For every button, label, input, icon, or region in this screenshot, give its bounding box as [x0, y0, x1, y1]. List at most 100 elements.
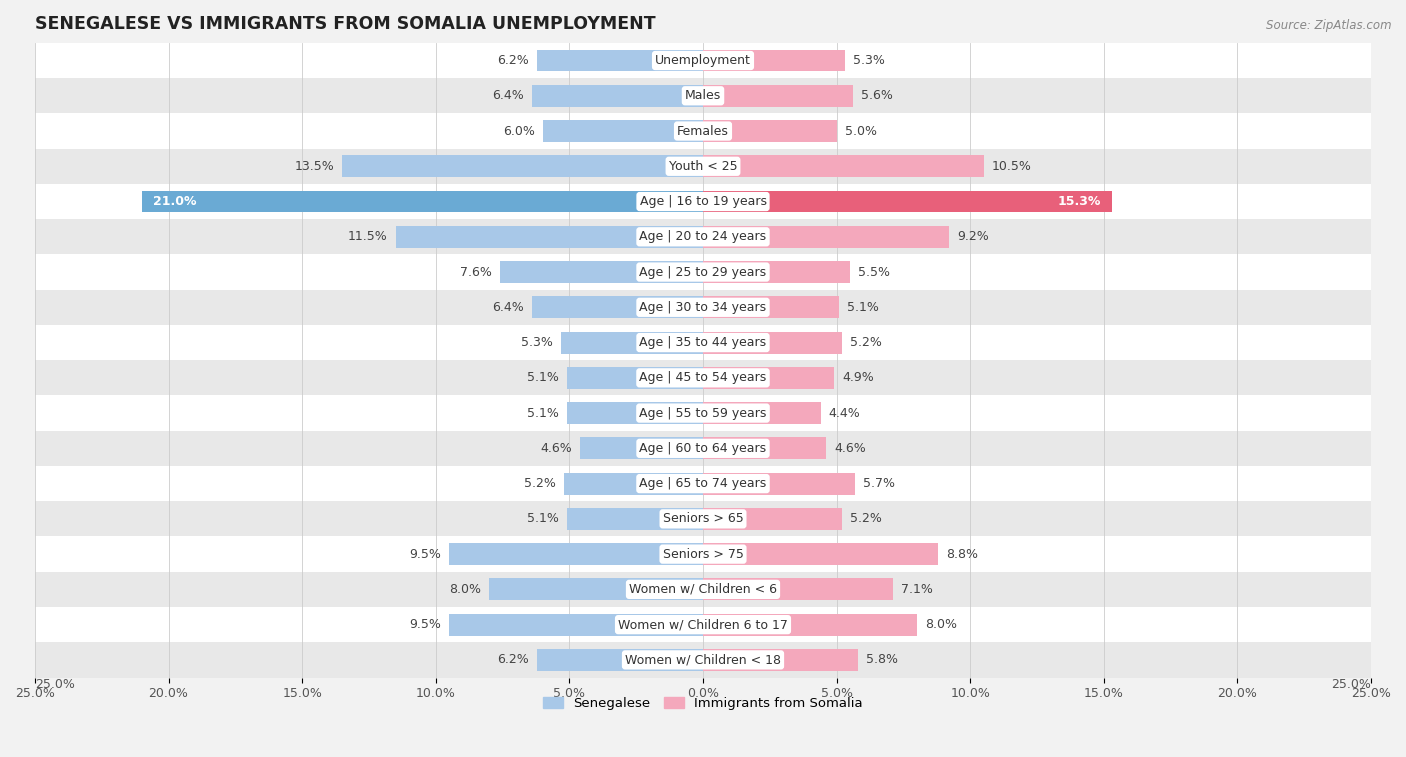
Bar: [703, 50, 845, 71]
Text: Seniors > 65: Seniors > 65: [662, 512, 744, 525]
Text: 5.1%: 5.1%: [527, 407, 558, 419]
Text: 25.0%: 25.0%: [1331, 678, 1371, 690]
Bar: [703, 191, 1112, 213]
Bar: [703, 472, 855, 494]
Text: 5.2%: 5.2%: [524, 477, 555, 490]
Bar: [35, 325, 1371, 360]
Text: 6.4%: 6.4%: [492, 89, 524, 102]
Text: 5.5%: 5.5%: [858, 266, 890, 279]
Text: Seniors > 75: Seniors > 75: [662, 547, 744, 561]
Bar: [703, 402, 821, 424]
Bar: [35, 78, 1371, 114]
Text: Females: Females: [678, 125, 728, 138]
Text: 4.9%: 4.9%: [842, 372, 873, 385]
Text: SENEGALESE VS IMMIGRANTS FROM SOMALIA UNEMPLOYMENT: SENEGALESE VS IMMIGRANTS FROM SOMALIA UN…: [35, 15, 655, 33]
Text: 5.8%: 5.8%: [866, 653, 898, 666]
Text: 11.5%: 11.5%: [347, 230, 388, 243]
Text: 7.6%: 7.6%: [460, 266, 492, 279]
Text: 8.0%: 8.0%: [449, 583, 481, 596]
Text: Age | 20 to 24 years: Age | 20 to 24 years: [640, 230, 766, 243]
Bar: [142, 191, 703, 213]
Bar: [531, 297, 703, 318]
Text: Age | 65 to 74 years: Age | 65 to 74 years: [640, 477, 766, 490]
Text: 5.1%: 5.1%: [527, 512, 558, 525]
Text: 13.5%: 13.5%: [294, 160, 335, 173]
Text: 6.2%: 6.2%: [498, 653, 529, 666]
Bar: [564, 472, 703, 494]
Bar: [35, 501, 1371, 537]
Text: Age | 16 to 19 years: Age | 16 to 19 years: [640, 195, 766, 208]
Bar: [35, 642, 1371, 678]
Bar: [703, 438, 825, 459]
Bar: [703, 508, 842, 530]
Text: Unemployment: Unemployment: [655, 54, 751, 67]
Text: 5.2%: 5.2%: [851, 336, 882, 349]
Bar: [703, 578, 893, 600]
Text: Age | 60 to 64 years: Age | 60 to 64 years: [640, 442, 766, 455]
Text: 10.5%: 10.5%: [991, 160, 1032, 173]
Text: 25.0%: 25.0%: [35, 678, 75, 690]
Bar: [703, 120, 837, 142]
Text: 5.3%: 5.3%: [852, 54, 884, 67]
Bar: [35, 395, 1371, 431]
Bar: [537, 50, 703, 71]
Bar: [35, 43, 1371, 78]
Bar: [531, 85, 703, 107]
Bar: [35, 572, 1371, 607]
Bar: [35, 184, 1371, 220]
Text: Age | 35 to 44 years: Age | 35 to 44 years: [640, 336, 766, 349]
Bar: [35, 607, 1371, 642]
Text: Males: Males: [685, 89, 721, 102]
Bar: [703, 332, 842, 354]
Bar: [567, 508, 703, 530]
Text: 6.2%: 6.2%: [498, 54, 529, 67]
Legend: Senegalese, Immigrants from Somalia: Senegalese, Immigrants from Somalia: [538, 691, 868, 715]
Text: 9.2%: 9.2%: [957, 230, 988, 243]
Bar: [449, 614, 703, 636]
Bar: [501, 261, 703, 283]
Bar: [35, 290, 1371, 325]
Bar: [703, 367, 834, 389]
Text: Source: ZipAtlas.com: Source: ZipAtlas.com: [1267, 19, 1392, 32]
Bar: [449, 544, 703, 565]
Bar: [35, 148, 1371, 184]
Bar: [35, 360, 1371, 395]
Bar: [703, 85, 852, 107]
Text: Women w/ Children < 6: Women w/ Children < 6: [628, 583, 778, 596]
Bar: [35, 114, 1371, 148]
Text: 15.3%: 15.3%: [1057, 195, 1101, 208]
Text: 8.8%: 8.8%: [946, 547, 979, 561]
Bar: [543, 120, 703, 142]
Text: 4.6%: 4.6%: [834, 442, 866, 455]
Text: 21.0%: 21.0%: [152, 195, 195, 208]
Text: 4.4%: 4.4%: [828, 407, 860, 419]
Bar: [703, 226, 949, 248]
Bar: [395, 226, 703, 248]
Bar: [581, 438, 703, 459]
Text: Women w/ Children 6 to 17: Women w/ Children 6 to 17: [619, 618, 787, 631]
Bar: [342, 155, 703, 177]
Bar: [703, 261, 851, 283]
Text: 8.0%: 8.0%: [925, 618, 957, 631]
Text: 5.2%: 5.2%: [851, 512, 882, 525]
Bar: [35, 431, 1371, 466]
Bar: [703, 544, 938, 565]
Text: 5.1%: 5.1%: [848, 301, 879, 314]
Bar: [561, 332, 703, 354]
Bar: [537, 649, 703, 671]
Text: 4.6%: 4.6%: [540, 442, 572, 455]
Bar: [703, 614, 917, 636]
Text: 5.1%: 5.1%: [527, 372, 558, 385]
Text: Age | 30 to 34 years: Age | 30 to 34 years: [640, 301, 766, 314]
Bar: [35, 254, 1371, 290]
Text: Youth < 25: Youth < 25: [669, 160, 737, 173]
Bar: [703, 297, 839, 318]
Text: 5.3%: 5.3%: [522, 336, 554, 349]
Text: 9.5%: 9.5%: [409, 547, 441, 561]
Bar: [567, 402, 703, 424]
Text: 9.5%: 9.5%: [409, 618, 441, 631]
Text: Age | 55 to 59 years: Age | 55 to 59 years: [640, 407, 766, 419]
Text: Age | 45 to 54 years: Age | 45 to 54 years: [640, 372, 766, 385]
Bar: [35, 537, 1371, 572]
Bar: [703, 649, 858, 671]
